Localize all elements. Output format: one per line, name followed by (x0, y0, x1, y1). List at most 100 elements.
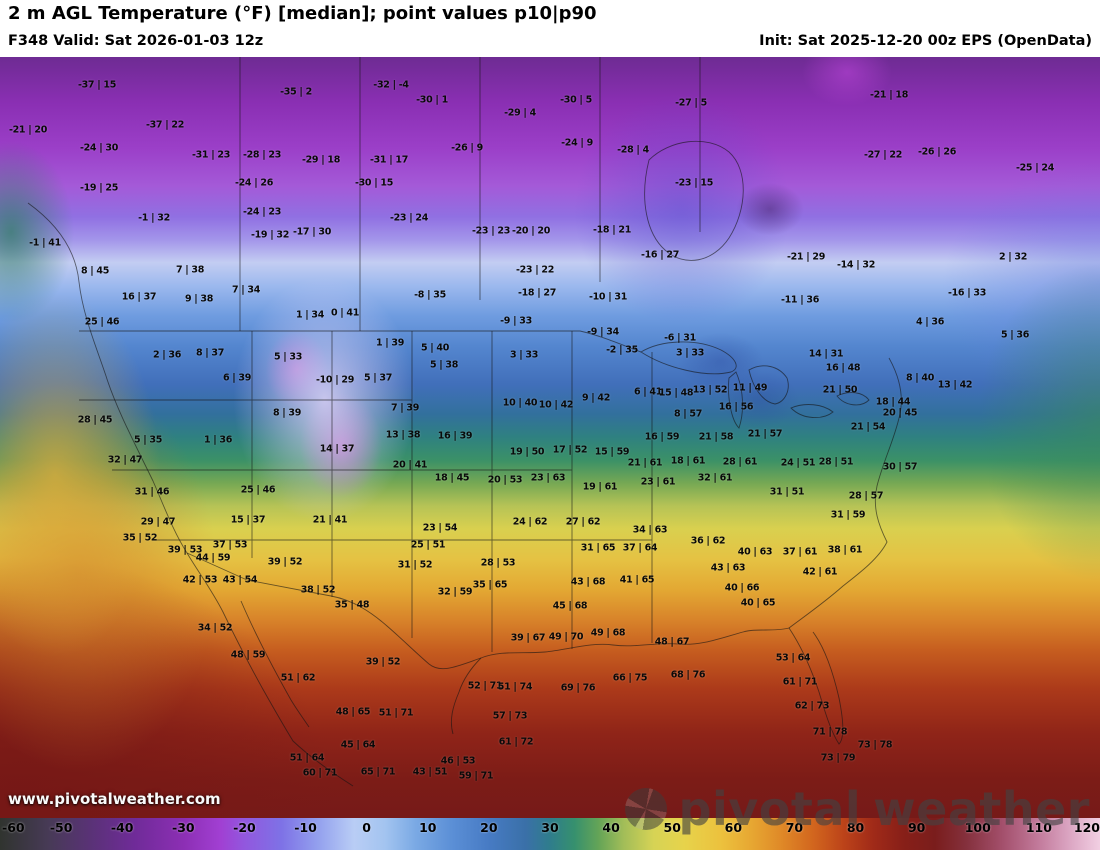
map-header: 2 m AGL Temperature (°F) [median]; point… (0, 0, 1100, 57)
colorbar-tick-label: -10 (294, 820, 317, 835)
point-value: 49 | 70 (548, 631, 584, 643)
colorbar-tick-label: 70 (785, 820, 804, 835)
point-value: 13 | 42 (937, 379, 973, 391)
colorbar-tick-label: 60 (724, 820, 743, 835)
map-canvas (0, 57, 1100, 818)
point-value: 1 | 36 (203, 434, 233, 446)
colorbar-tick-label: -20 (233, 820, 256, 835)
point-value: 21 | 61 (627, 457, 663, 469)
point-value: 24 | 62 (512, 516, 548, 528)
point-value: -6 | 31 (664, 332, 696, 344)
point-value: 5 | 36 (1000, 329, 1030, 341)
point-value: 18 | 61 (670, 455, 706, 467)
point-value: 2 | 36 (152, 349, 182, 361)
atlantic-coastline (788, 357, 902, 629)
point-value: 40 | 65 (740, 597, 776, 609)
point-value: 5 | 33 (273, 351, 303, 363)
colorbar-tick-label: 80 (846, 820, 865, 835)
point-value: 6 | 41 (633, 386, 663, 398)
point-value: 57 | 73 (492, 710, 528, 722)
point-value: 66 | 75 (612, 672, 648, 684)
point-value: 29 | 47 (140, 516, 176, 528)
point-value: 16 | 59 (644, 431, 680, 443)
point-value: 40 | 66 (724, 582, 760, 594)
pacific-coastline (27, 202, 354, 787)
point-value: 17 | 52 (552, 444, 588, 456)
point-value: 15 | 37 (230, 514, 266, 526)
point-value: 65 | 71 (360, 766, 396, 778)
colorbar-tick-label: 90 (907, 820, 926, 835)
point-value: -16 | 33 (947, 287, 987, 299)
point-value: 38 | 61 (827, 544, 863, 556)
point-value: -21 | 18 (869, 89, 909, 101)
point-value: 2 | 32 (998, 251, 1028, 263)
point-value: 8 | 40 (905, 372, 935, 384)
point-value: 40 | 63 (737, 546, 773, 558)
gulf-coastline (450, 627, 790, 735)
point-value: 20 | 45 (882, 407, 918, 419)
point-value: 37 | 61 (782, 546, 818, 558)
point-value: 32 | 61 (697, 472, 733, 484)
point-value: 0 | 41 (330, 307, 360, 319)
colorbar: -60 -50 -40 -30 -20 -10 0 10 20 30 40 50 60 70 80 90 100… (0, 818, 1100, 850)
point-value: 23 | 63 (530, 472, 566, 484)
point-value: -10 | 31 (588, 291, 628, 303)
florida-peninsula-outline (788, 627, 844, 745)
colorbar-gradient (0, 818, 1100, 850)
point-value: 7 | 39 (390, 402, 420, 414)
point-value: 10 | 40 (502, 397, 538, 409)
point-value: 43 | 63 (710, 562, 746, 574)
great-lakes-outline (640, 341, 870, 429)
point-value: 38 | 52 (300, 584, 336, 596)
point-value: 28 | 51 (818, 456, 854, 468)
gulf-of-california-coastline (240, 600, 310, 728)
point-value: 35 | 52 (122, 532, 158, 544)
point-value: 39 | 52 (365, 656, 401, 668)
point-value: 43 | 54 (222, 574, 258, 586)
colorbar-tick-label: 120 (1073, 820, 1100, 835)
point-value: -24 | 26 (234, 177, 274, 189)
point-value: -37 | 22 (145, 119, 185, 131)
point-value: -30 | 5 (560, 94, 592, 106)
point-value: 34 | 52 (197, 622, 233, 634)
point-value: 41 | 65 (619, 574, 655, 586)
state-borders (79, 331, 653, 652)
point-value: 11 | 49 (732, 382, 768, 394)
point-value: 15 | 59 (594, 446, 630, 458)
point-value: -20 | 20 (511, 225, 551, 237)
point-value: -26 | 9 (451, 142, 483, 154)
point-value: 3 | 33 (509, 349, 539, 361)
point-value: -27 | 22 (863, 149, 903, 161)
point-value: 8 | 37 (195, 347, 225, 359)
pivotalweather-pinwheel-logo-icon (624, 788, 667, 830)
point-value: 35 | 65 (472, 579, 508, 591)
point-value: 45 | 64 (340, 739, 376, 751)
point-value: 31 | 65 (580, 542, 616, 554)
point-value: 8 | 45 (80, 265, 110, 277)
point-value: -2 | 35 (606, 344, 638, 356)
point-value: -23 | 15 (674, 177, 714, 189)
point-value: 28 | 57 (848, 490, 884, 502)
point-value: -19 | 32 (250, 229, 290, 241)
point-value: 31 | 59 (830, 509, 866, 521)
point-value: -31 | 17 (369, 154, 409, 166)
point-value: -21 | 20 (8, 124, 48, 136)
point-value: 18 | 44 (875, 396, 911, 408)
point-value: 13 | 52 (692, 384, 728, 396)
point-value: -25 | 24 (1015, 162, 1055, 174)
point-value: 44 | 59 (195, 552, 231, 564)
point-value: 32 | 47 (107, 454, 143, 466)
point-value: 16 | 39 (437, 430, 473, 442)
point-value: 16 | 56 (718, 401, 754, 413)
point-value: 19 | 61 (582, 481, 618, 493)
point-value: -1 | 32 (138, 212, 170, 224)
point-value: -37 | 15 (77, 79, 117, 91)
colorbar-tick-label: 10 (419, 820, 437, 835)
brand-watermark: pivotal weather (624, 786, 1090, 832)
point-value: -23 | 23 (471, 225, 511, 237)
point-value: 60 | 71 (302, 767, 338, 779)
colorbar-tick-label: 40 (602, 820, 620, 835)
point-value: -16 | 27 (640, 249, 680, 261)
colorbar-tick-label: 100 (964, 820, 991, 835)
